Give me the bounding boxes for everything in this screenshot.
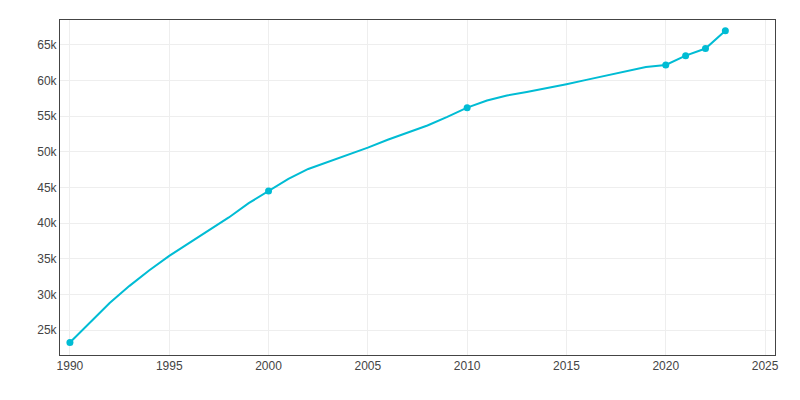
svg-text:40k: 40k — [37, 216, 57, 230]
svg-text:1990: 1990 — [57, 359, 84, 373]
svg-text:1995: 1995 — [156, 359, 183, 373]
svg-text:2025: 2025 — [752, 359, 779, 373]
svg-text:35k: 35k — [37, 252, 57, 266]
svg-text:2015: 2015 — [553, 359, 580, 373]
svg-text:2020: 2020 — [652, 359, 679, 373]
svg-text:50k: 50k — [37, 145, 57, 159]
svg-text:30k: 30k — [37, 288, 57, 302]
svg-text:25k: 25k — [37, 323, 57, 337]
svg-text:2000: 2000 — [255, 359, 282, 373]
svg-text:60k: 60k — [37, 74, 57, 88]
svg-text:2005: 2005 — [354, 359, 381, 373]
svg-text:55k: 55k — [37, 109, 57, 123]
svg-text:45k: 45k — [37, 181, 57, 195]
svg-text:65k: 65k — [37, 38, 57, 52]
svg-text:2010: 2010 — [454, 359, 481, 373]
